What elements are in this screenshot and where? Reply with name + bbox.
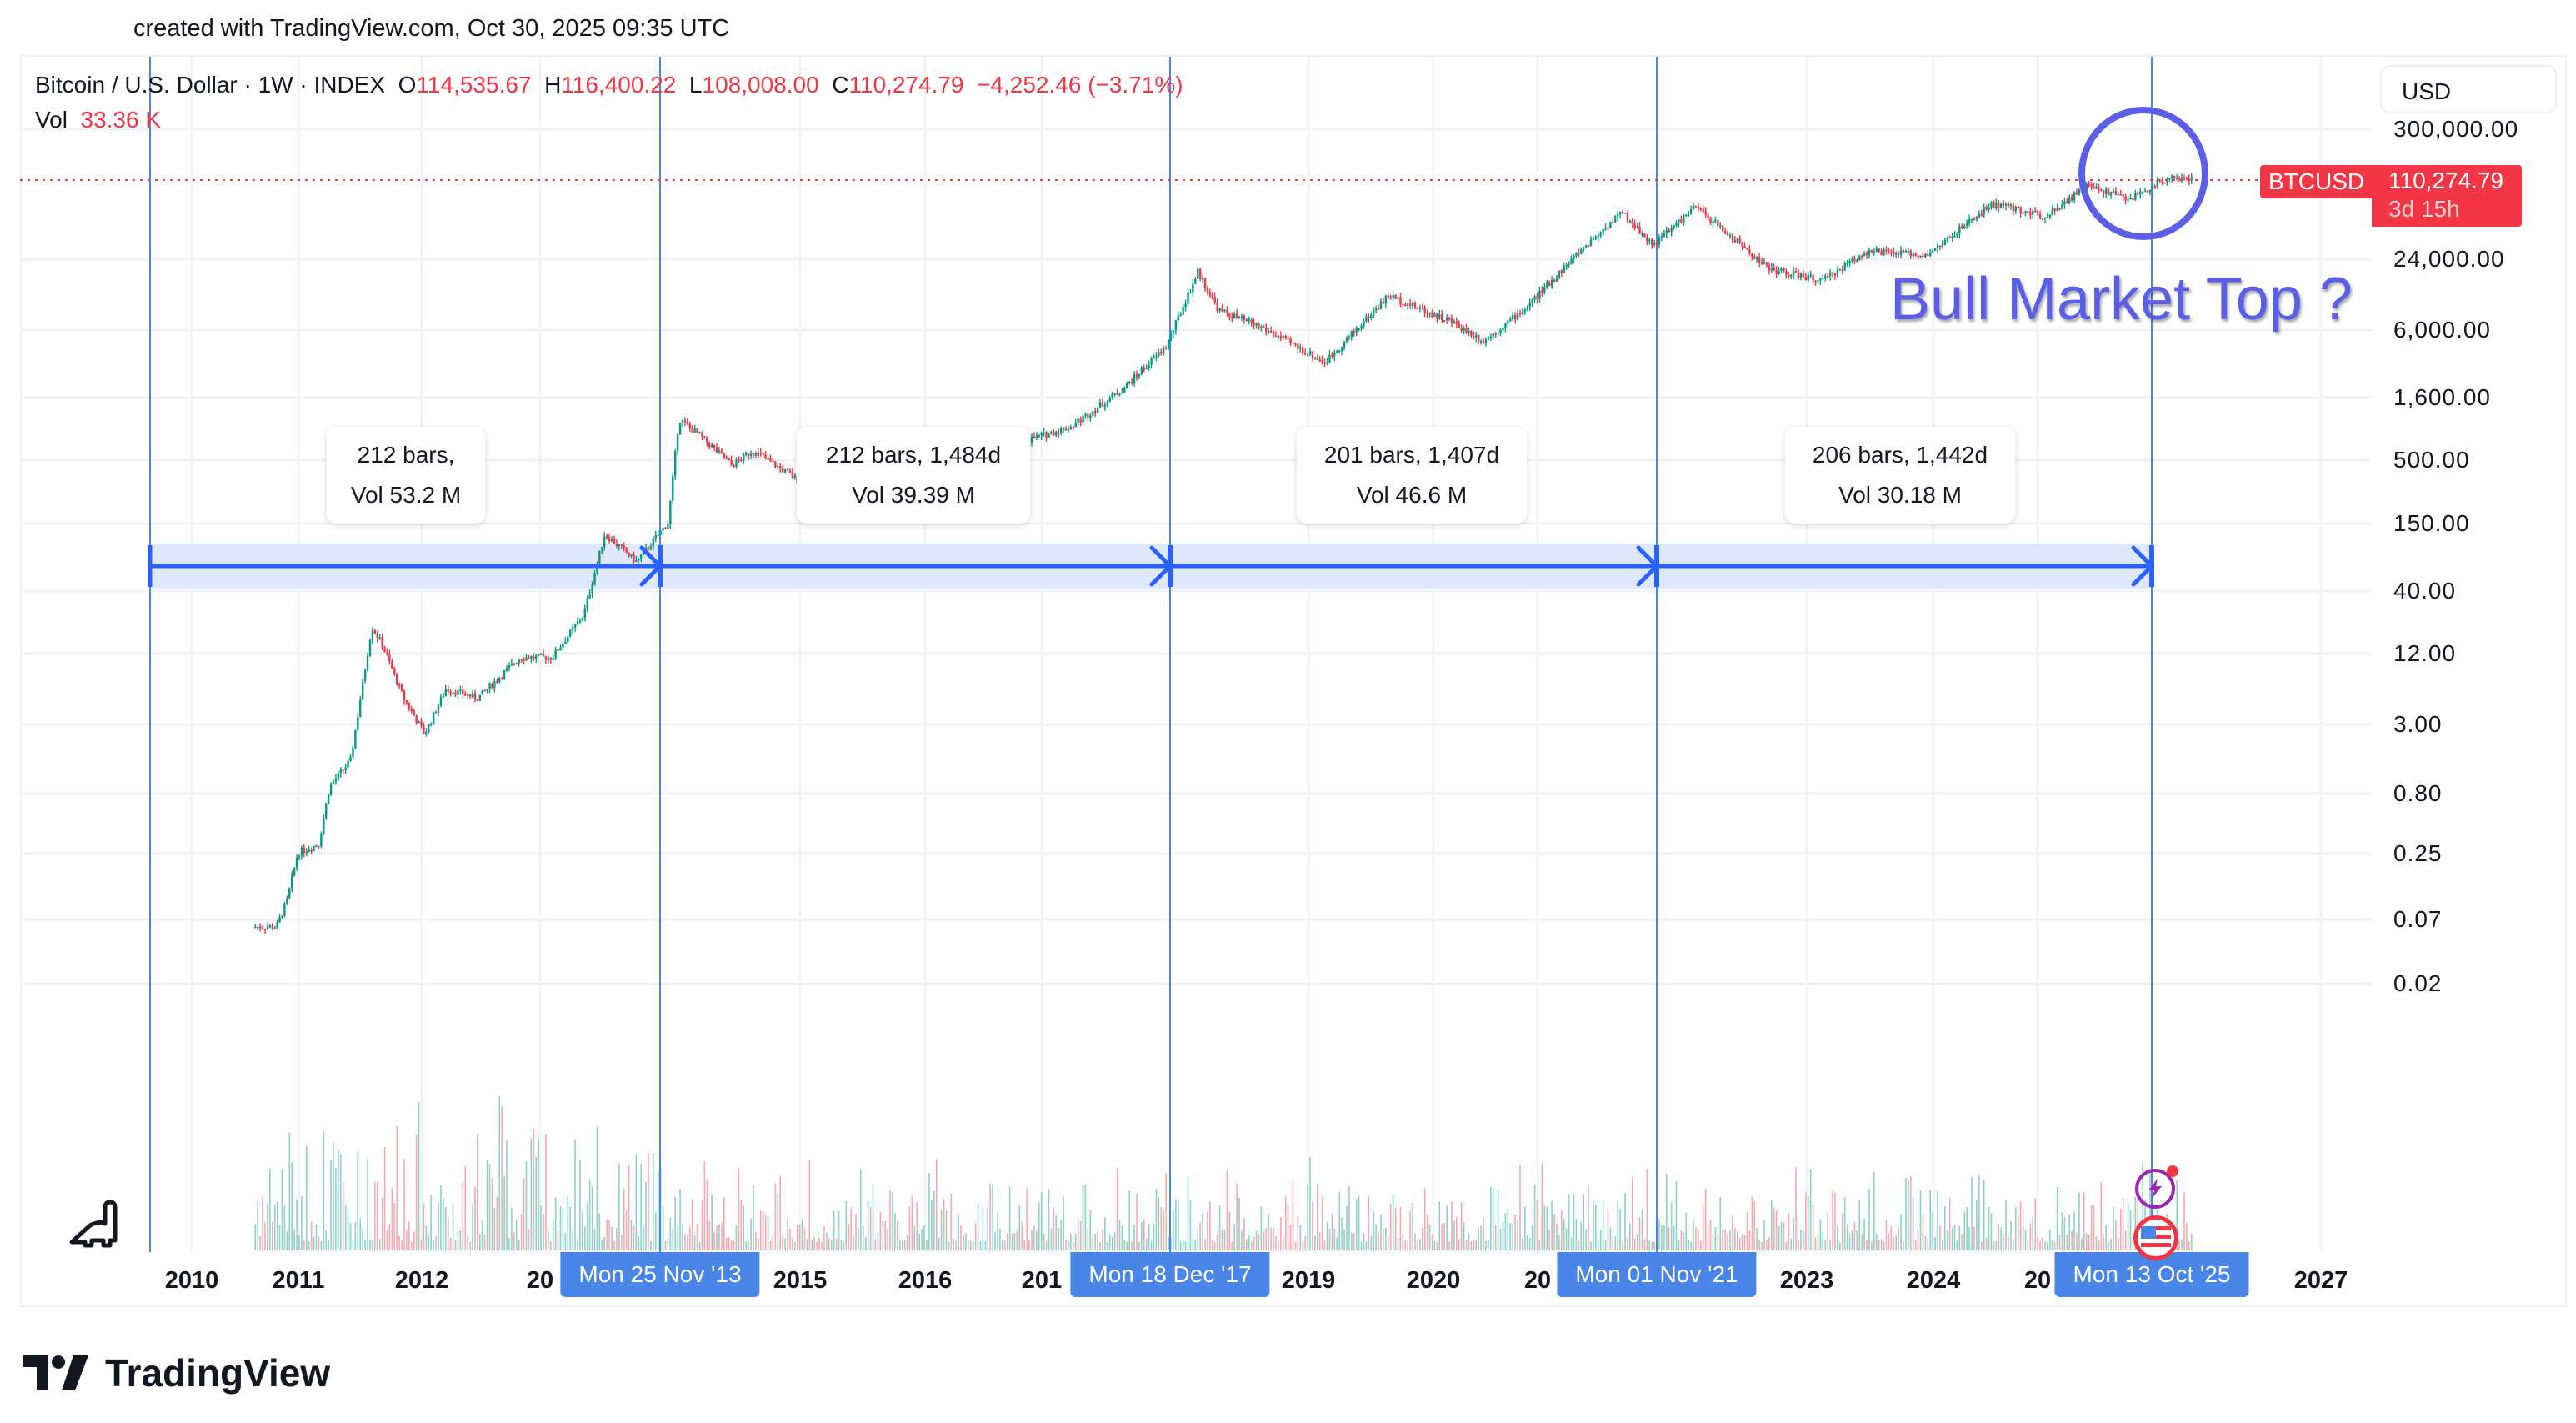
time-tick: 2027 [2293,1267,2348,1294]
price-tick: 0.25 [2393,840,2443,866]
high-value: 116,400.22 [561,72,677,98]
time-tick: 2012 [394,1267,449,1294]
measure-label[interactable]: 212 bars, Vol 53.2 M [327,427,485,524]
vertical-lines [149,57,2153,1252]
time-tick: 2011 [272,1267,325,1294]
volume-bars [254,1095,2193,1250]
close-value: 110,274.79 [848,72,964,98]
time-tick: 2019 [1281,1267,1336,1294]
open-value: 114,535.67 [416,72,532,98]
measure-label[interactable]: 212 bars, 1,484d Vol 39.39 M [797,427,1030,524]
time-tick: 201 [1021,1267,1063,1294]
us-flag-event-icon[interactable] [2133,1215,2178,1260]
brand-name: TradingView [105,1351,331,1395]
bar-countdown: 3d 15h [2388,196,2460,222]
price-tick: 0.02 [2393,970,2443,996]
time-tick: 2023 [1779,1267,1834,1294]
time-cursor-label: Mon 25 Nov '13 [560,1252,760,1297]
highlight-circle [2078,107,2208,240]
price-tick: 6,000.00 [2393,317,2491,343]
volume-legend[interactable]: Vol 33.36 K [35,107,162,133]
tradingview-logo[interactable]: TradingView [23,1350,330,1395]
time-tick: 2020 [1406,1267,1461,1294]
price-tick: 1,600.00 [2393,384,2491,410]
notification-dot [2167,1165,2178,1177]
price-tick: 24,000.00 [2393,246,2505,272]
annotation-text[interactable]: Bull Market Top ? [1890,266,2353,333]
tradingview-dino-icon[interactable] [67,1199,122,1250]
time-tick: 20 [1523,1267,1552,1294]
price-tick: 300,000.00 [2393,116,2519,142]
price-tick: 150.00 [2393,510,2470,536]
last-price-tag: 110,274.79 3d 15h [2372,165,2522,227]
time-cursor-label: Mon 18 Dec '17 [1070,1252,1270,1297]
measure-arrows [148,545,2155,587]
chart-frame [20,55,2567,1307]
time-tick: 20 [526,1267,554,1294]
time-tick: 20 [2023,1267,2052,1294]
grid-lines [22,57,2372,1250]
time-tick: 2010 [164,1267,219,1294]
time-tick: 2024 [1906,1267,1961,1294]
measure-label[interactable]: 206 bars, 1,442d Vol 30.18 M [1785,427,2015,524]
chart-credit: created with TradingView.com, Oct 30, 20… [133,15,730,42]
price-tick: 0.80 [2393,780,2443,806]
low-value: 108,008.00 [702,72,819,98]
measure-label[interactable]: 201 bars, 1,407d Vol 46.6 M [1297,427,1527,524]
tradingview-logo-icon [23,1355,88,1390]
currency-button[interactable]: USD [2380,65,2557,113]
price-tick: 0.07 [2393,906,2443,932]
price-tick: 40.00 [2393,578,2457,604]
events-lightning-icon[interactable] [2135,1165,2178,1209]
price-tick: 500.00 [2393,447,2470,473]
price-tick: 3.00 [2393,711,2443,737]
volume-value: 33.36 K [80,107,162,133]
time-tick: 2015 [773,1267,828,1294]
change-value: −4,252.46 (−3.71%) [977,72,1183,98]
time-tick: 2016 [898,1267,953,1294]
time-cursor-label: Mon 01 Nov '21 [1557,1252,1757,1297]
symbol-legend[interactable]: Bitcoin / U.S. Dollar · 1W · INDEX O114,… [35,72,1183,98]
last-price: 110,274.79 [2388,168,2504,193]
symbol-price-tag: BTCUSD [2260,165,2373,198]
symbol-name: Bitcoin / U.S. Dollar · 1W · INDEX [35,72,386,98]
price-tick: 12.00 [2393,640,2457,666]
